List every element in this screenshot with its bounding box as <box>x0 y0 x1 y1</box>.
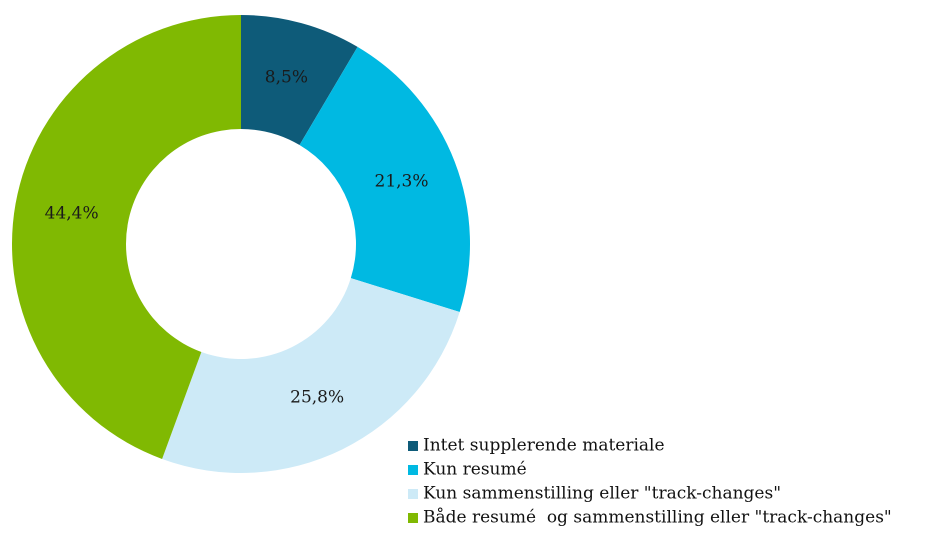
data-label: 21,3% <box>375 172 429 192</box>
data-label: 8,5% <box>265 68 308 88</box>
donut-slice <box>241 15 358 146</box>
donut-slice <box>299 46 470 313</box>
legend-label: Intet supplerende materiale <box>423 436 665 456</box>
legend-swatch <box>408 489 418 499</box>
legend-label: Både resumé og sammenstilling eller "tra… <box>423 508 892 528</box>
data-label: 25,8% <box>290 388 344 408</box>
legend-swatch <box>408 513 418 523</box>
legend-swatch <box>408 441 418 451</box>
legend-label: Kun sammenstilling eller "track-changes" <box>423 484 781 504</box>
legend-swatch <box>408 465 418 475</box>
donut-slice <box>162 278 460 473</box>
legend-label: Kun resumé <box>423 460 527 480</box>
donut-slice <box>11 15 242 459</box>
data-label: 44,4% <box>45 203 99 223</box>
